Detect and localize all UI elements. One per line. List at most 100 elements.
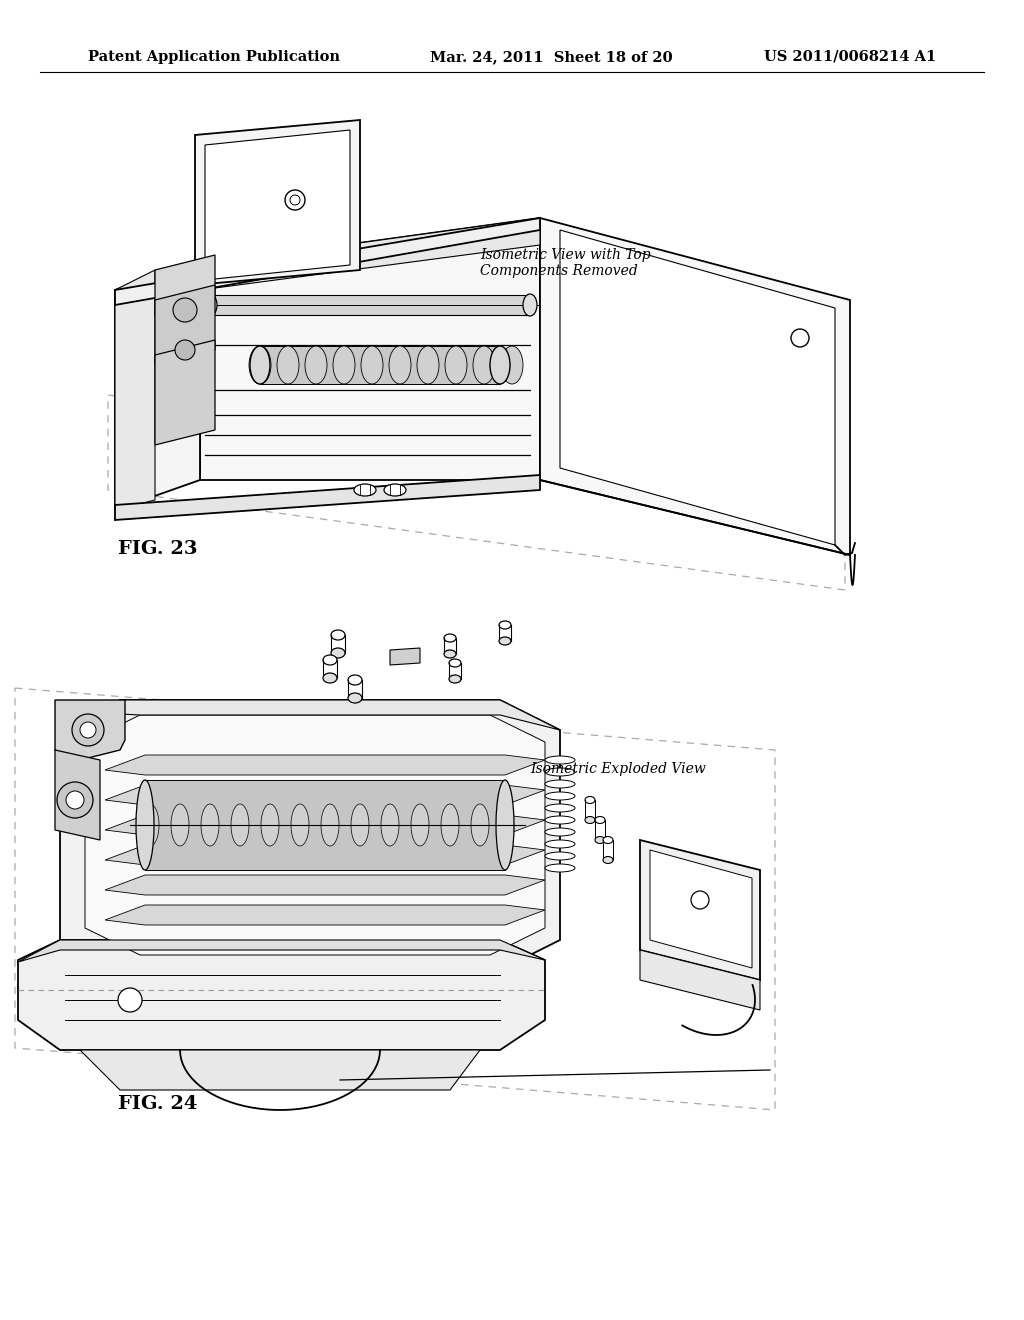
Polygon shape	[260, 346, 500, 384]
Ellipse shape	[441, 804, 459, 846]
Polygon shape	[105, 814, 545, 836]
Ellipse shape	[305, 346, 327, 384]
Polygon shape	[195, 120, 360, 285]
Text: Isometric Exploded View: Isometric Exploded View	[530, 762, 706, 776]
Ellipse shape	[545, 816, 575, 824]
Polygon shape	[210, 294, 530, 315]
Circle shape	[72, 714, 104, 746]
Ellipse shape	[231, 804, 249, 846]
Polygon shape	[115, 260, 200, 510]
Ellipse shape	[261, 804, 279, 846]
Ellipse shape	[603, 837, 613, 843]
Ellipse shape	[545, 768, 575, 776]
Polygon shape	[60, 700, 560, 970]
Ellipse shape	[348, 693, 362, 704]
Polygon shape	[80, 1049, 480, 1090]
Ellipse shape	[545, 780, 575, 788]
Ellipse shape	[499, 638, 511, 645]
Ellipse shape	[348, 675, 362, 685]
Ellipse shape	[499, 620, 511, 630]
Ellipse shape	[449, 675, 461, 682]
Ellipse shape	[384, 484, 406, 496]
Polygon shape	[105, 785, 545, 805]
Text: FIG. 24: FIG. 24	[118, 1096, 198, 1113]
Polygon shape	[105, 755, 545, 775]
Ellipse shape	[250, 346, 270, 384]
Ellipse shape	[445, 346, 467, 384]
Polygon shape	[155, 341, 215, 445]
Ellipse shape	[496, 780, 514, 870]
Polygon shape	[540, 218, 850, 554]
Polygon shape	[155, 255, 215, 315]
Text: Patent Application Publication: Patent Application Publication	[88, 50, 340, 63]
Ellipse shape	[444, 649, 456, 657]
Circle shape	[791, 329, 809, 347]
Circle shape	[57, 781, 93, 818]
Text: US 2011/0068214 A1: US 2011/0068214 A1	[764, 50, 936, 63]
Ellipse shape	[351, 804, 369, 846]
Ellipse shape	[136, 780, 154, 870]
Polygon shape	[200, 218, 540, 290]
Ellipse shape	[331, 648, 345, 657]
Polygon shape	[55, 750, 100, 840]
Ellipse shape	[141, 804, 159, 846]
Polygon shape	[105, 906, 545, 925]
Ellipse shape	[545, 865, 575, 873]
Polygon shape	[640, 840, 760, 979]
Polygon shape	[200, 218, 540, 480]
Ellipse shape	[417, 346, 439, 384]
Ellipse shape	[361, 346, 383, 384]
Circle shape	[691, 891, 709, 909]
Polygon shape	[55, 700, 125, 760]
Ellipse shape	[323, 673, 337, 682]
Circle shape	[80, 722, 96, 738]
Polygon shape	[115, 218, 540, 305]
Ellipse shape	[545, 828, 575, 836]
Circle shape	[285, 190, 305, 210]
Ellipse shape	[471, 804, 489, 846]
Ellipse shape	[595, 837, 605, 843]
Polygon shape	[18, 940, 545, 1049]
Ellipse shape	[249, 346, 271, 384]
Ellipse shape	[323, 655, 337, 665]
Ellipse shape	[203, 294, 217, 315]
Ellipse shape	[585, 817, 595, 824]
Polygon shape	[145, 780, 505, 870]
Ellipse shape	[411, 804, 429, 846]
Polygon shape	[105, 845, 545, 865]
Polygon shape	[560, 230, 835, 545]
Circle shape	[118, 987, 142, 1012]
Text: FIG. 23: FIG. 23	[118, 540, 198, 558]
Ellipse shape	[381, 804, 399, 846]
Ellipse shape	[354, 484, 376, 496]
Ellipse shape	[545, 851, 575, 861]
Ellipse shape	[501, 346, 523, 384]
Ellipse shape	[201, 804, 219, 846]
Polygon shape	[115, 475, 540, 520]
Circle shape	[290, 195, 300, 205]
Ellipse shape	[291, 804, 309, 846]
Polygon shape	[155, 285, 215, 366]
Ellipse shape	[490, 346, 510, 384]
Ellipse shape	[545, 792, 575, 800]
Ellipse shape	[389, 346, 411, 384]
Polygon shape	[205, 129, 350, 280]
Polygon shape	[85, 715, 545, 954]
Circle shape	[173, 298, 197, 322]
Text: Isometric View with Top
Components Removed: Isometric View with Top Components Remov…	[480, 248, 650, 279]
Circle shape	[66, 791, 84, 809]
Polygon shape	[650, 850, 752, 968]
Ellipse shape	[171, 804, 189, 846]
Polygon shape	[115, 271, 155, 510]
Ellipse shape	[321, 804, 339, 846]
Polygon shape	[390, 648, 420, 665]
Ellipse shape	[595, 817, 605, 824]
Ellipse shape	[333, 346, 355, 384]
Polygon shape	[105, 875, 545, 895]
Ellipse shape	[545, 804, 575, 812]
Ellipse shape	[523, 294, 537, 315]
Ellipse shape	[331, 630, 345, 640]
Circle shape	[175, 341, 195, 360]
Ellipse shape	[278, 346, 299, 384]
Ellipse shape	[444, 634, 456, 642]
